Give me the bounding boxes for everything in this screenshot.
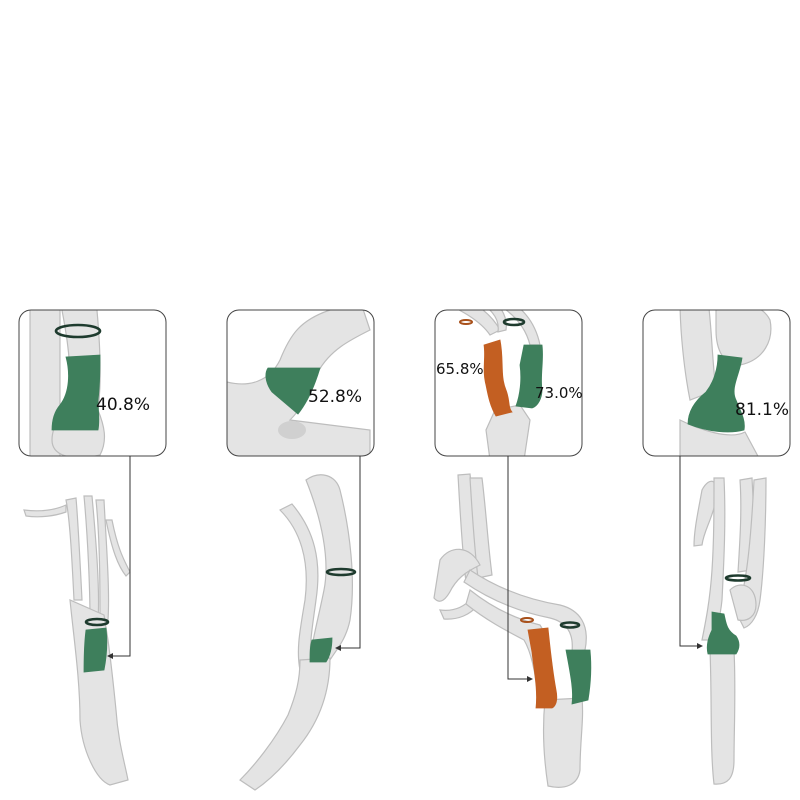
panel-4-zoom-box (642, 309, 791, 457)
panel-1-vessel-model (23, 495, 131, 786)
panel-1-stenosis-label-1: 40.8% (96, 395, 150, 415)
panel-4-zoom-view (679, 310, 772, 456)
panel-3: 65.8% 73.0% (433, 309, 592, 788)
panel-3-stenosis-label-2: 73.0% (535, 384, 583, 402)
panel-1-zoom-box (18, 309, 167, 457)
panel-2-connector-line (335, 456, 361, 651)
panel-3-zoom-view (438, 310, 543, 456)
panel-2-stenosis-label-1: 52.8% (308, 387, 362, 407)
panel-4-connector-line (679, 456, 703, 649)
panel-2-vessel-model (239, 474, 357, 791)
panel-2: 52.8% (226, 309, 375, 791)
panel-2-zoom-view (227, 310, 371, 456)
panel-1: 40.8% (18, 309, 167, 786)
panel-1-zoom-view (29, 310, 106, 456)
panel-1-connector-line (107, 456, 131, 659)
panel-4: 81.1% (642, 309, 791, 785)
panel-3-connector-line (507, 456, 533, 682)
panel-3-stenosis-label-1: 65.8% (436, 360, 484, 378)
panel-4-stenosis-label-1: 81.1% (735, 400, 789, 420)
panel-2-zoom-box (226, 309, 375, 457)
panel-3-vessel-model (433, 473, 592, 788)
panel-4-vessel-model (693, 477, 767, 785)
